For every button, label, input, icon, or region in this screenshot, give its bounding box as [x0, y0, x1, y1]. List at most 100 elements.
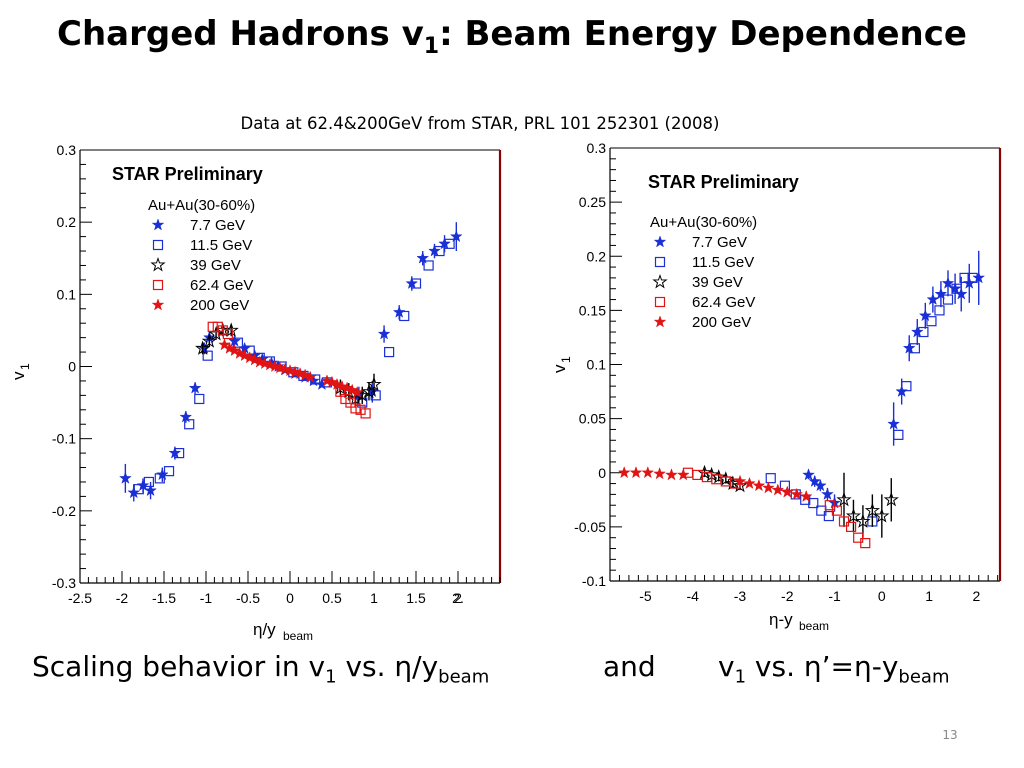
right-point: [942, 294, 954, 305]
caption-part2-sub: beam: [438, 666, 490, 688]
left-point: [188, 381, 202, 394]
left-point: [143, 476, 154, 488]
right-legend-marker: [654, 256, 666, 268]
left-point: [303, 370, 317, 383]
left-x-tick-label: 0.5: [322, 590, 342, 606]
right-x-tick-label: -5: [639, 588, 652, 604]
left-x-axis-label: η/y: [253, 620, 276, 639]
right-point: [934, 287, 948, 300]
right-legend-label: 200 GeV: [692, 314, 751, 331]
caption-and: and: [603, 650, 656, 683]
right-point: [926, 292, 940, 306]
left-point: [228, 343, 242, 357]
left-legend-label: 200 GeV: [190, 297, 249, 314]
left-point: [208, 325, 224, 341]
left-point: [228, 334, 242, 347]
caption: Scaling behavior in v1 vs. η/ybeam and v…: [0, 650, 1024, 710]
left-x-tick-label: 1.5: [406, 590, 426, 606]
left-y-tick-label: -0.1: [52, 431, 76, 447]
right-x-tick-label: -2: [781, 588, 794, 604]
right-x-axis-label: η-y: [769, 610, 793, 629]
right-y-axis-label-group: v1: [550, 356, 573, 373]
right-x-tick-label: -3: [734, 588, 747, 604]
right-x-tick-label: -4: [687, 588, 700, 604]
left-y-tick-label: 0: [68, 359, 76, 375]
left-point: [434, 245, 445, 257]
right-legend-label: 39 GeV: [692, 274, 743, 291]
right-point: [934, 305, 945, 316]
right-point: [845, 521, 857, 532]
right-point: [765, 473, 776, 484]
right-point: [617, 466, 631, 479]
left-series-1: [133, 238, 455, 495]
left-point: [118, 471, 132, 484]
left-series-2: [195, 322, 382, 408]
right-point: [664, 468, 678, 481]
right-point: [802, 468, 816, 481]
right-point: [823, 510, 834, 522]
right-legend-marker: [654, 296, 666, 308]
right-point: [948, 281, 962, 295]
right-series-4: [617, 466, 813, 503]
left-series-4: [218, 338, 364, 398]
chart-eta-minus-ybeam: -5 -4 -3 -2 -1 0 1 2 -0.1 -0.05 0 0.05 0.1 0.15 0.2 0.2…: [545, 135, 1015, 655]
left-x-tick-label: 2: [454, 590, 462, 606]
right-point: [771, 483, 785, 496]
left-point: [174, 448, 185, 459]
left-x-axis-label-sub: beam: [283, 629, 313, 643]
caption-right: v1 vs. η’=η-ybeam: [718, 650, 950, 688]
right-point: [883, 491, 899, 507]
right-series-3: [682, 467, 871, 549]
title-subscript: 1: [423, 33, 440, 59]
right-point: [901, 381, 912, 392]
left-point: [154, 473, 165, 484]
right-series-1: [765, 272, 978, 527]
caption-part4-sub: beam: [898, 666, 950, 688]
right-x-tick-label: -1: [828, 588, 841, 604]
right-point: [909, 343, 921, 354]
right-point: [855, 513, 871, 528]
right-point: [761, 481, 775, 494]
caption-left: Scaling behavior in v1 vs. η/ybeam: [32, 650, 489, 688]
left-point: [410, 278, 422, 289]
right-point: [860, 538, 871, 549]
chart-left-svg: -2.5 -2 -1.5 -1 -0.5 0 0.5 1 1.5 22. -0.3 -0.2 -0.1 0…: [9, 142, 502, 643]
left-x-tick-label: 1: [370, 590, 378, 606]
right-point: [893, 429, 904, 440]
right-y-tick-label: 0.1: [587, 357, 607, 373]
left-point: [202, 350, 213, 361]
left-legend-label: 11.5 GeV: [190, 237, 252, 254]
left-point: [163, 466, 175, 477]
left-point: [399, 310, 410, 322]
right-point: [902, 341, 916, 354]
right-point: [820, 487, 834, 500]
right-point: [910, 325, 924, 338]
left-point: [384, 346, 395, 358]
right-point: [641, 466, 655, 479]
left-x-tick-label: -1: [200, 590, 213, 606]
right-point: [967, 272, 978, 283]
right-point: [799, 489, 813, 503]
right-point: [790, 487, 804, 500]
page-number: 13: [942, 728, 958, 742]
right-y-tick-label: 0.3: [587, 140, 607, 156]
right-legend-marker: [653, 235, 667, 248]
right-x-tick-label: 0: [878, 588, 886, 604]
right-y-axis-label: v: [550, 364, 569, 373]
left-point: [195, 340, 211, 355]
left-legend-marker: [152, 279, 164, 291]
left-y-tick-label: 0.3: [57, 142, 77, 158]
right-y-tick-label: 0.25: [579, 194, 606, 210]
right-point: [874, 508, 890, 523]
right-legend-title: Au+Au(30-60%): [650, 214, 757, 231]
left-point: [416, 251, 430, 264]
left-x-tick-label: -2: [116, 590, 129, 606]
left-y-tick-label: -0.2: [52, 503, 76, 519]
right-x-axis-label-sub: beam: [799, 619, 829, 633]
left-point: [201, 333, 217, 348]
left-legend-label: 39 GeV: [190, 257, 241, 274]
left-point: [194, 393, 205, 405]
left-y-tick-label: -0.3: [52, 575, 76, 591]
right-point: [972, 271, 986, 284]
right-point: [780, 485, 794, 498]
